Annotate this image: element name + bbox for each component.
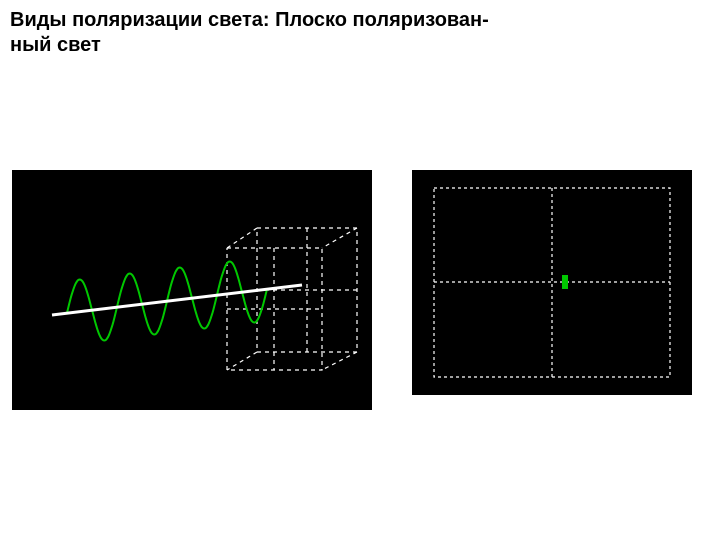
page-title: Виды поляризации света: Плоско поляризов… <box>10 8 489 58</box>
title-line1: Виды поляризации света: Плоско поляризов… <box>10 9 489 31</box>
title-line2: ный свет <box>10 34 101 56</box>
cross-section-panel <box>412 170 692 395</box>
diagram-row <box>0 170 720 410</box>
wave-3d-panel <box>12 170 372 410</box>
